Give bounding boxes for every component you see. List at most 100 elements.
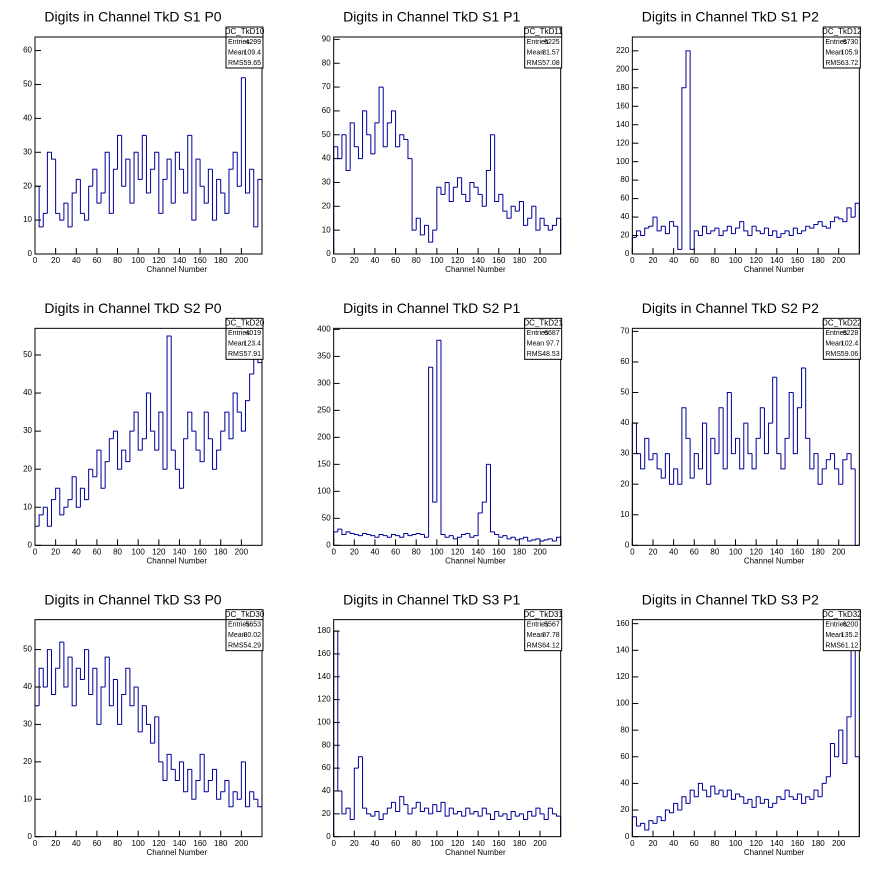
x-tick-label: 120 bbox=[451, 547, 465, 556]
histogram-bin bbox=[374, 811, 380, 817]
histogram-bin bbox=[759, 407, 765, 439]
histogram-bin bbox=[183, 761, 188, 793]
y-tick-label: 20 bbox=[23, 181, 32, 190]
histogram-bin bbox=[539, 217, 545, 231]
histogram-bin bbox=[104, 461, 110, 489]
histogram-bin bbox=[456, 536, 462, 539]
histogram-bin bbox=[834, 216, 839, 222]
histogram-bin bbox=[656, 453, 662, 470]
chart-title: Digits in Channel TkD S3 P1 bbox=[343, 591, 520, 607]
y-tick-label: 40 bbox=[322, 154, 331, 163]
histogram-bin bbox=[386, 535, 392, 538]
frame bbox=[333, 619, 562, 838]
histogram-bin bbox=[514, 811, 520, 817]
histogram-bin bbox=[648, 225, 653, 229]
stats-label: Mean bbox=[825, 632, 843, 639]
histogram-bin bbox=[813, 789, 819, 800]
histogram-bin bbox=[390, 534, 396, 538]
histogram-bin bbox=[79, 487, 85, 508]
histogram-bin bbox=[150, 724, 155, 744]
histogram-bin bbox=[38, 667, 44, 706]
histogram-bin bbox=[436, 804, 441, 813]
stats-label: Entries bbox=[825, 622, 847, 629]
histogram-bin bbox=[739, 438, 744, 470]
histogram-bin bbox=[846, 207, 852, 222]
y-tick-label: 140 bbox=[616, 645, 630, 654]
x-tick-label: 160 bbox=[791, 547, 805, 556]
histogram-bin bbox=[535, 206, 541, 231]
x-tick-label: 180 bbox=[214, 547, 228, 556]
x-tick-label: 0 bbox=[33, 256, 38, 265]
stats-value: 135.2 bbox=[841, 632, 859, 639]
histogram-bin bbox=[543, 218, 549, 226]
histogram-bin bbox=[158, 411, 163, 451]
y-tick-label: 10 bbox=[23, 794, 32, 803]
histogram-bin bbox=[772, 376, 777, 424]
histogram-bin bbox=[681, 87, 686, 250]
stats-value: 64.12 bbox=[542, 643, 560, 650]
stats-value: 57.08 bbox=[542, 60, 560, 67]
histogram-bin bbox=[71, 192, 77, 227]
histogram-bin bbox=[370, 534, 375, 537]
histogram-bin bbox=[236, 152, 242, 187]
stats-value: 6225 bbox=[544, 39, 560, 46]
histogram-bin bbox=[498, 811, 503, 817]
y-tick-label: 30 bbox=[23, 426, 32, 435]
histogram-bin bbox=[432, 367, 437, 503]
x-tick-label: 180 bbox=[214, 839, 228, 848]
histogram-bin bbox=[370, 134, 375, 155]
histogram-bin bbox=[92, 168, 97, 187]
stats-label: Entries bbox=[527, 330, 549, 337]
histogram-bin bbox=[71, 476, 77, 500]
stats-value: 57.91 bbox=[243, 351, 261, 358]
stats-label: RMS bbox=[825, 351, 841, 358]
histogram-bin bbox=[166, 158, 172, 180]
stats-value: 48.53 bbox=[542, 351, 560, 358]
histogram-bin bbox=[506, 211, 512, 219]
x-tick-label: 20 bbox=[51, 256, 60, 265]
histogram-bin bbox=[104, 656, 110, 688]
histogram-bin bbox=[228, 780, 234, 808]
histogram-bin bbox=[411, 158, 417, 231]
x-tick-label: 140 bbox=[471, 839, 485, 848]
chart-title: Digits in Channel TkD S3 P2 bbox=[642, 591, 819, 607]
histogram-bin bbox=[195, 780, 201, 800]
histogram-bin bbox=[178, 761, 184, 781]
histogram-bin bbox=[710, 230, 715, 234]
stats-value: 54.29 bbox=[243, 643, 261, 650]
frame bbox=[333, 327, 562, 546]
x-tick-label: 180 bbox=[811, 839, 825, 848]
chart-title: Digits in Channel TkD S1 P2 bbox=[642, 9, 819, 25]
histogram-bin bbox=[702, 225, 707, 236]
histogram-bin bbox=[755, 437, 761, 469]
histogram-bin bbox=[211, 438, 217, 470]
histogram-bin bbox=[366, 110, 371, 136]
x-tick-label: 180 bbox=[811, 547, 825, 556]
histogram-bin bbox=[490, 134, 495, 171]
histogram-bin bbox=[366, 808, 371, 815]
histogram-bin bbox=[702, 783, 707, 791]
histogram-bin bbox=[390, 110, 396, 123]
histogram-bin bbox=[448, 535, 454, 538]
x-tick-label: 200 bbox=[832, 839, 846, 848]
histogram-bin bbox=[216, 178, 221, 221]
histogram-bin bbox=[244, 761, 250, 808]
histogram-bin bbox=[133, 151, 139, 204]
histogram-bin bbox=[59, 488, 64, 516]
y-tick-label: 40 bbox=[23, 113, 32, 122]
histogram-bin bbox=[817, 453, 823, 485]
stats-box bbox=[822, 609, 861, 652]
histogram-bin bbox=[481, 807, 487, 817]
histogram-bin bbox=[362, 532, 367, 536]
histogram-bin bbox=[759, 230, 765, 235]
histogram-bin bbox=[253, 791, 258, 800]
histogram-bin bbox=[362, 756, 367, 809]
histogram-bin bbox=[440, 340, 446, 536]
histogram-bin bbox=[531, 205, 536, 219]
histogram-bin bbox=[485, 170, 491, 207]
x-tick-label: 200 bbox=[235, 256, 249, 265]
histogram-bin bbox=[141, 705, 147, 732]
y-tick-label: 30 bbox=[23, 147, 32, 156]
histogram-bin bbox=[236, 393, 242, 413]
y-tick-label: 60 bbox=[620, 194, 629, 203]
